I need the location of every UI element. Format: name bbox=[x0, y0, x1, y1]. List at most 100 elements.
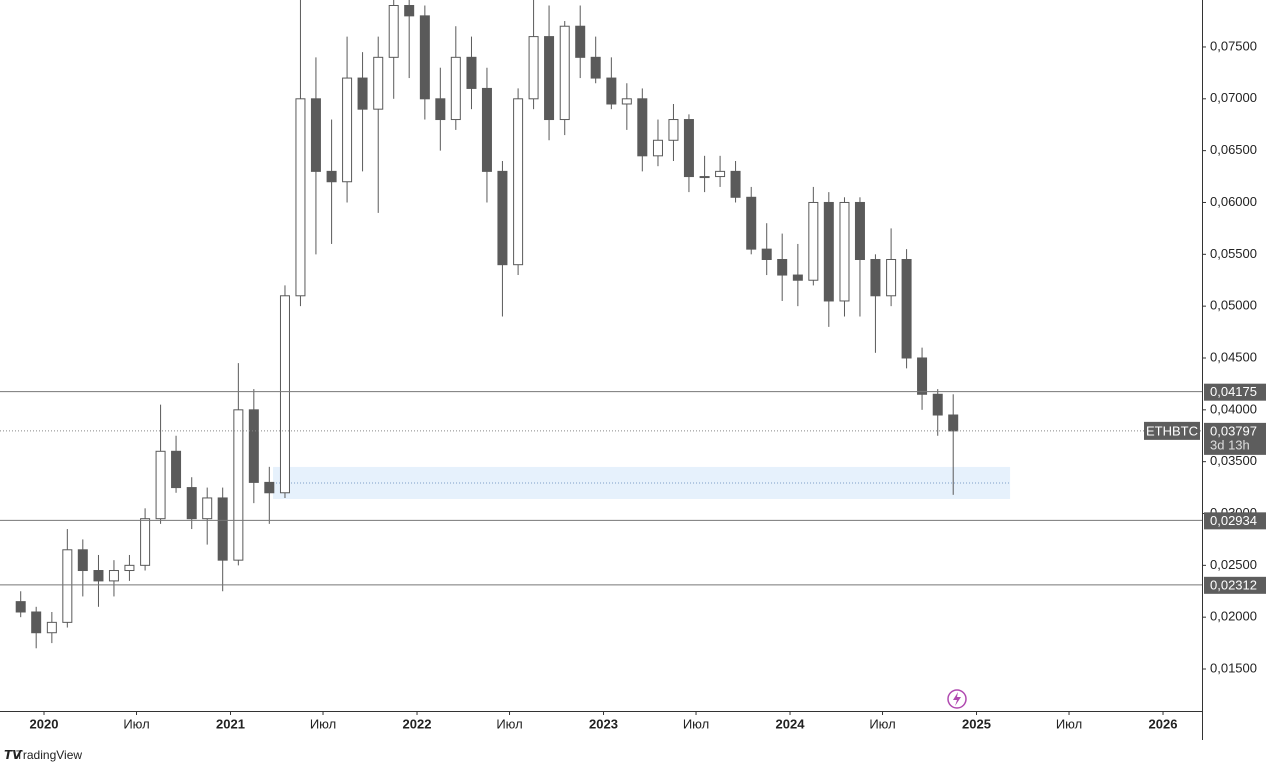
candle-body bbox=[590, 56, 601, 79]
y-tick-label: 0,01500 bbox=[1210, 660, 1257, 675]
candle-body bbox=[948, 414, 959, 432]
candle-body bbox=[854, 201, 865, 260]
candle-body bbox=[62, 549, 73, 623]
level-label: 0,02312 bbox=[1210, 577, 1257, 592]
candle-body bbox=[668, 119, 679, 141]
candle-body bbox=[575, 25, 586, 58]
candle-body bbox=[606, 77, 617, 105]
level-label: 0,04175 bbox=[1210, 384, 1257, 399]
x-tick-label: 2026 bbox=[1149, 716, 1178, 731]
candle-body bbox=[870, 258, 881, 297]
candle-body bbox=[481, 87, 492, 172]
candle-body bbox=[746, 196, 757, 250]
candle-body bbox=[839, 201, 850, 302]
symbol-label: ETHBTC bbox=[1146, 423, 1198, 438]
candle-body bbox=[792, 274, 803, 281]
x-tick-label: Июл bbox=[310, 716, 336, 731]
candle-body bbox=[15, 601, 26, 613]
candle-body bbox=[435, 98, 446, 121]
symbol-box bbox=[1144, 421, 1200, 440]
y-tick-label: 0,05500 bbox=[1210, 246, 1257, 261]
candle-body bbox=[901, 258, 912, 359]
candle-body bbox=[310, 98, 321, 172]
candle-body bbox=[559, 25, 570, 121]
zone bbox=[273, 466, 1011, 499]
candle-body bbox=[761, 248, 772, 260]
price-box bbox=[1204, 422, 1266, 455]
x-tick-label: 2022 bbox=[403, 716, 432, 731]
candle-body bbox=[171, 450, 182, 489]
candle-body bbox=[326, 170, 337, 183]
y-tick-label: 0,02500 bbox=[1210, 557, 1257, 572]
candle-body bbox=[544, 36, 555, 121]
price-label: 0,03797 bbox=[1210, 423, 1257, 438]
x-tick-label: 2023 bbox=[589, 716, 618, 731]
x-tick-label: 2024 bbox=[776, 716, 806, 731]
candle-body bbox=[46, 621, 57, 634]
candle-body bbox=[932, 393, 943, 416]
x-tick-label: Июл bbox=[496, 716, 522, 731]
candle-body bbox=[295, 98, 306, 297]
y-tick-label: 0,02000 bbox=[1210, 609, 1257, 624]
candle-body bbox=[124, 564, 135, 572]
level-box bbox=[1204, 383, 1266, 401]
candle-body bbox=[186, 487, 197, 520]
candle-body bbox=[31, 611, 42, 634]
x-tick-label: 2025 bbox=[962, 716, 991, 731]
x-tick-label: Июл bbox=[1056, 716, 1082, 731]
candle-body bbox=[637, 98, 648, 157]
plot-area bbox=[15, 0, 1011, 649]
y-tick-label: 0,03500 bbox=[1210, 453, 1257, 468]
candle-body bbox=[108, 570, 119, 582]
candle-body bbox=[342, 77, 353, 183]
candle-body bbox=[373, 56, 384, 110]
candle-body bbox=[777, 258, 788, 276]
brand-logo: 𝙏𝙑 bbox=[4, 748, 23, 762]
y-tick-label: 0,06500 bbox=[1210, 142, 1257, 157]
candle-body bbox=[528, 36, 539, 100]
y-tick-label: 0,05000 bbox=[1210, 298, 1257, 313]
brand: TradingView bbox=[16, 748, 82, 762]
candle-body bbox=[917, 357, 928, 395]
candle-body bbox=[621, 98, 632, 105]
candle-body bbox=[140, 518, 151, 566]
x-tick-label: 2021 bbox=[216, 716, 245, 731]
candle-body bbox=[823, 201, 834, 302]
candle-body bbox=[652, 139, 663, 157]
y-tick-label: 0,04000 bbox=[1210, 401, 1257, 416]
candle-body bbox=[388, 4, 399, 58]
y-tick-label: 0,06000 bbox=[1210, 194, 1257, 209]
candle-body bbox=[279, 295, 290, 494]
candle-body bbox=[808, 201, 819, 281]
x-tick-label: 2020 bbox=[30, 716, 59, 731]
event-bolt bbox=[953, 692, 961, 706]
y-tick-label: 0,04500 bbox=[1210, 349, 1257, 364]
candle-body bbox=[202, 497, 213, 520]
candle-body bbox=[264, 481, 275, 494]
candle-body bbox=[450, 56, 461, 121]
candle-body bbox=[404, 4, 415, 17]
candle-body bbox=[513, 98, 524, 266]
candle-body bbox=[248, 409, 259, 483]
candle-body bbox=[233, 409, 244, 561]
candle-body bbox=[699, 176, 710, 179]
candle-body bbox=[155, 450, 166, 520]
candle-body bbox=[730, 170, 741, 198]
candle-body bbox=[93, 570, 104, 582]
candle-body bbox=[683, 119, 694, 178]
candle-body bbox=[357, 77, 368, 110]
y-tick-label: 0,07500 bbox=[1210, 38, 1257, 53]
candle-body bbox=[77, 549, 88, 572]
candle-body bbox=[217, 497, 228, 561]
candle-body bbox=[886, 258, 897, 297]
event-icon[interactable] bbox=[947, 689, 967, 709]
candle-body bbox=[419, 15, 430, 100]
y-tick-label: 0,07000 bbox=[1210, 90, 1257, 105]
x-tick-label: Июл bbox=[869, 716, 895, 731]
x-tick-label: Июл bbox=[683, 716, 709, 731]
level-label: 0,02934 bbox=[1210, 513, 1257, 528]
candle-body bbox=[497, 170, 508, 266]
level-box bbox=[1204, 512, 1266, 530]
level-box bbox=[1204, 576, 1266, 594]
